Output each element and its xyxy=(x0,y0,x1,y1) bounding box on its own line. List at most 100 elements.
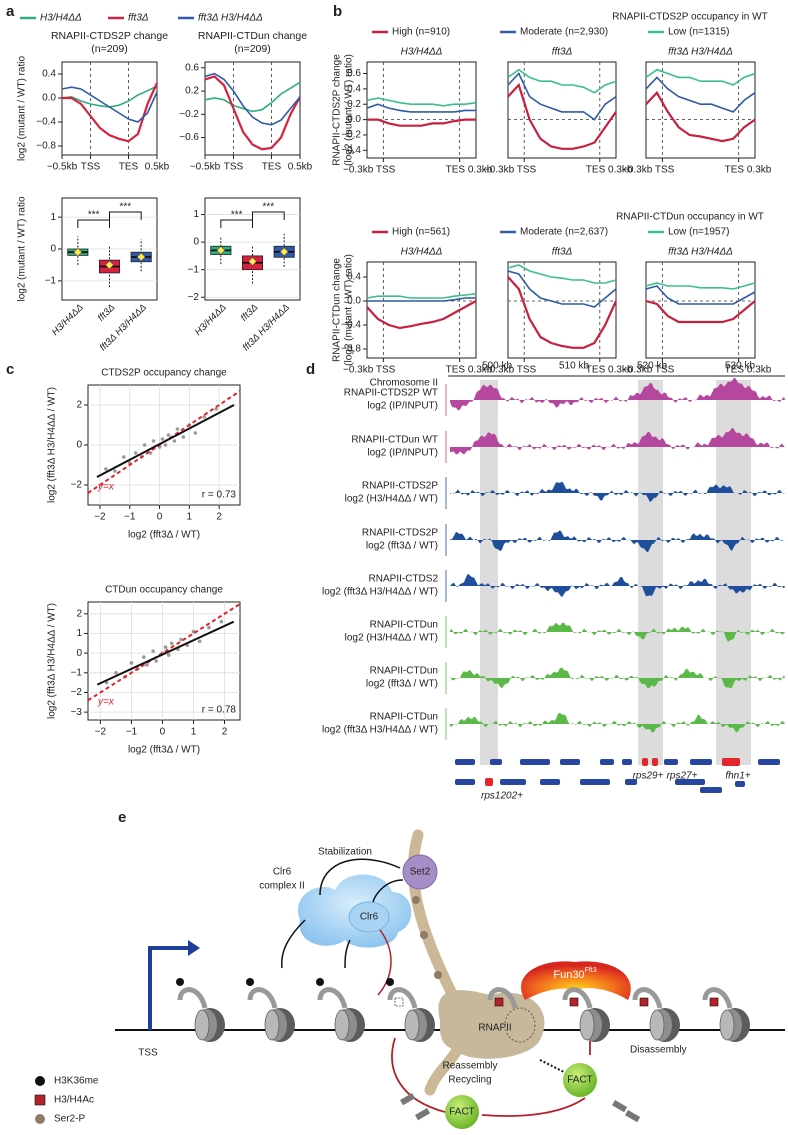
y-tick-label: −0.4 xyxy=(341,320,361,331)
gene-label: rps27+ xyxy=(667,771,698,782)
plot-frame xyxy=(204,197,301,301)
h3h4ac xyxy=(494,997,504,1007)
label: Fft3 xyxy=(585,967,597,974)
x-tick-label: fft3Δ xyxy=(239,302,261,324)
legend-label: Moderate (n=2,930) xyxy=(520,27,608,38)
x-tick-label: −1 xyxy=(126,727,138,738)
point xyxy=(193,431,198,435)
series-line xyxy=(366,97,477,107)
ser2p xyxy=(412,896,420,904)
nucleosome xyxy=(579,1007,611,1043)
point xyxy=(172,439,177,443)
fact xyxy=(445,1095,479,1129)
point xyxy=(145,663,149,667)
mean xyxy=(248,256,257,266)
gene-label: rps1202+ xyxy=(481,791,523,802)
fit-line xyxy=(96,404,235,478)
track-label: log2 (IP/INPUT) xyxy=(367,401,438,412)
x-tick-label: 0 xyxy=(157,512,163,523)
significance-label: *** xyxy=(88,210,100,221)
legend-label: Moderate (n=2,637) xyxy=(520,227,608,238)
point xyxy=(129,661,134,665)
y-tick-label: 1 xyxy=(50,212,56,223)
y-axis-label: log2 (fft3Δ H3/H4ΔΔ / WT) xyxy=(47,603,58,719)
x-tick-label: −2 xyxy=(95,727,107,738)
x-tick-label: TSS xyxy=(224,162,244,173)
inhibition xyxy=(377,929,392,996)
x-tick-label: 0.5kb xyxy=(288,162,313,173)
y-tick-label: 0.4 xyxy=(347,272,361,283)
identity-line xyxy=(87,603,241,702)
y-tick-label: −3 xyxy=(71,707,83,718)
panel-label: a xyxy=(6,3,15,20)
coverage-track xyxy=(450,667,785,689)
y-tick-label: 0.2 xyxy=(185,86,199,97)
point xyxy=(142,443,147,447)
x-tick-label: −0.3kb TSS xyxy=(622,365,675,376)
track-label: RNAPII-CTDS2P xyxy=(362,481,438,492)
arrow xyxy=(372,879,404,903)
y-axis-label: log2 (mutant / WT) ratio xyxy=(17,56,28,161)
y-tick-label: −2 xyxy=(71,687,83,698)
series-line xyxy=(507,270,617,308)
legend-title: RNAPII-CTDun occupancy in WT xyxy=(616,212,764,223)
significance-label: *** xyxy=(262,202,274,213)
y-tick-label: 0.4 xyxy=(347,84,361,95)
h3k36me xyxy=(246,978,254,986)
x-tick-label: −1 xyxy=(124,512,136,523)
coverage-track xyxy=(450,481,785,503)
chart-title: RNAPII-CTDun change xyxy=(198,30,307,42)
x-tick-label: 2 xyxy=(216,512,222,523)
arrow-head xyxy=(188,940,200,956)
y-tick-label: 2 xyxy=(76,400,82,411)
x-tick-label: −0.3kb TSS xyxy=(622,165,675,176)
gene xyxy=(580,779,610,785)
h3h4ac xyxy=(569,997,579,1007)
x-tick-label: −2 xyxy=(94,512,106,523)
arrow xyxy=(391,1037,446,1113)
nucleosome xyxy=(334,1007,366,1043)
arrow xyxy=(319,858,401,896)
point xyxy=(181,435,186,439)
plot-frame xyxy=(645,61,756,159)
series-line xyxy=(645,299,756,324)
gene xyxy=(735,781,745,787)
x-tick-label: −0.3kb TSS xyxy=(484,365,537,376)
y-tick-label: 0.6 xyxy=(347,68,361,79)
annotation: y=x xyxy=(97,697,115,708)
y-tick-label: −1 xyxy=(71,667,83,678)
panel-label: b xyxy=(333,3,342,20)
y-axis-label: RNAPII-CTDun change xyxy=(332,258,343,362)
histone-fragment xyxy=(625,1110,641,1123)
x-tick-label: −0.3kb TSS xyxy=(343,365,396,376)
x-tick-label: −0.5kb xyxy=(190,162,221,173)
track-label: log2 (fft3Δ H3/H4ΔΔ / WT) xyxy=(322,587,438,598)
chart-title: fft3Δ xyxy=(552,47,573,58)
chart-title: fft3Δ H3/H4ΔΔ xyxy=(668,47,733,58)
y-tick-label: 0.0 xyxy=(347,296,361,307)
point xyxy=(114,671,118,675)
histone-tail xyxy=(387,987,418,1009)
y-tick-label: 0 xyxy=(76,648,82,659)
annotation: r = 0.73 xyxy=(202,490,237,501)
point xyxy=(163,645,168,650)
histone-fragment xyxy=(400,1092,416,1106)
y-tick-label: 0 xyxy=(76,440,82,451)
significance-bracket xyxy=(252,211,285,220)
gene-label: rps29+ xyxy=(633,771,664,782)
y-axis-label: RNAPII-CTDS2P change xyxy=(332,54,343,166)
mean xyxy=(136,252,146,262)
legend-label: H3/H4ΔΔ xyxy=(40,13,82,24)
gene xyxy=(485,778,493,786)
y-tick-label: 1 xyxy=(193,209,199,220)
point xyxy=(179,637,183,642)
gene xyxy=(560,759,580,765)
plot-frame xyxy=(645,261,756,359)
ser2p xyxy=(434,971,442,979)
legend-label: Low (n=1315) xyxy=(668,27,729,38)
y-tick-label: −2 xyxy=(71,480,83,491)
link xyxy=(539,1059,567,1074)
series-line xyxy=(62,82,159,143)
x-tick-label: TES 0.3kb xyxy=(446,165,493,176)
y-tick-label: 0.2 xyxy=(347,99,361,110)
